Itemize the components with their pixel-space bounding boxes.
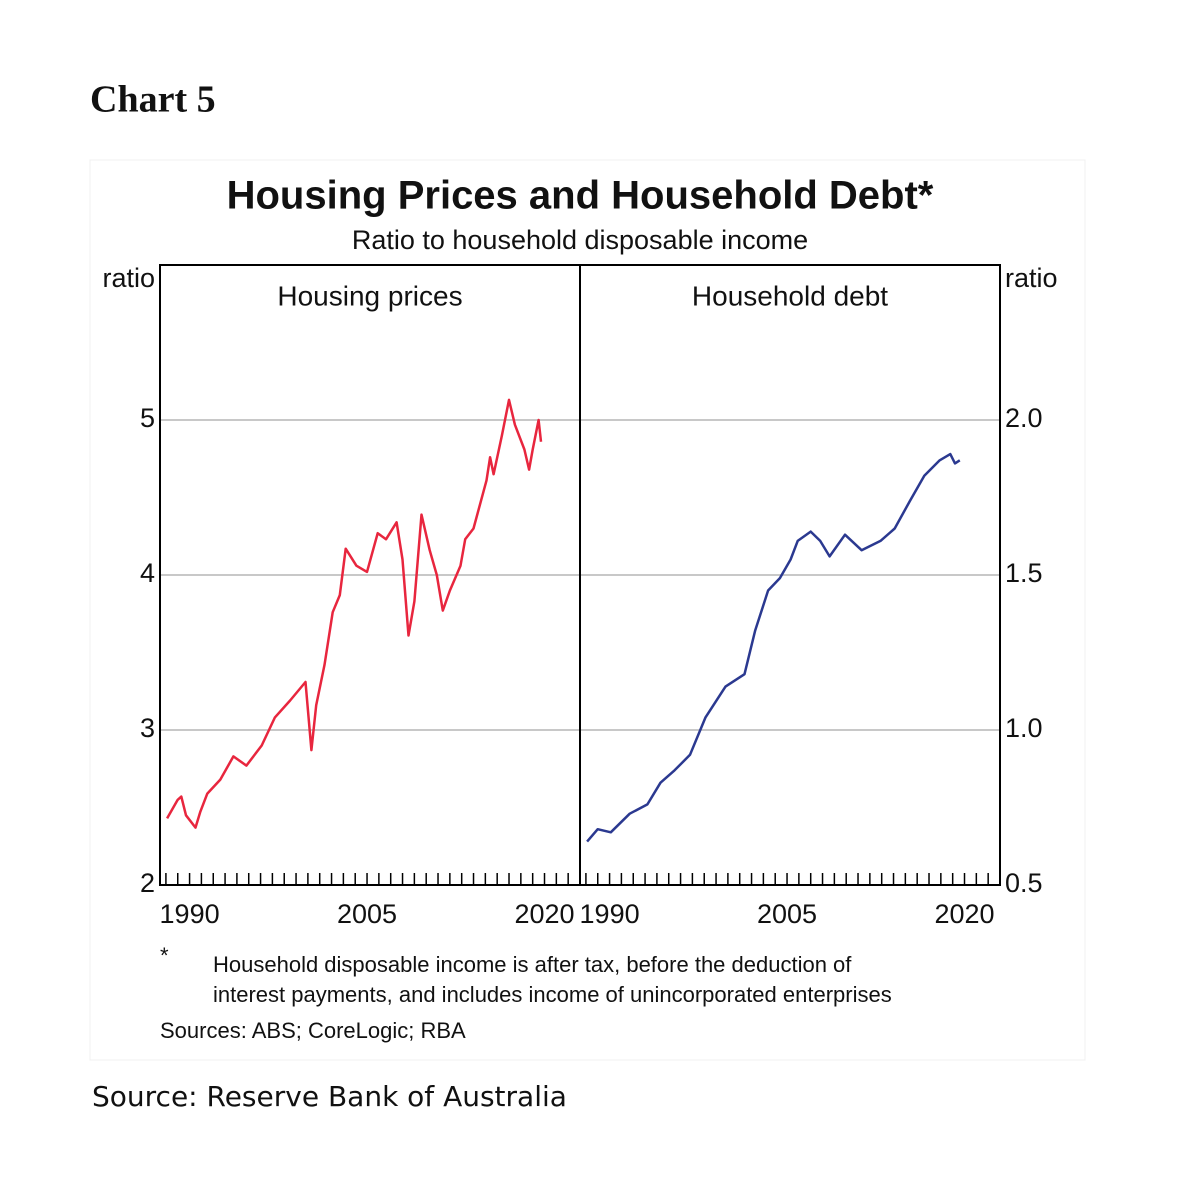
- y-tick-label: 1.0: [1005, 713, 1043, 743]
- x-tick-label: 2020: [514, 899, 574, 929]
- y-tick-label: 4: [140, 558, 155, 588]
- y-tick-label: 2.0: [1005, 403, 1043, 433]
- sources: Sources: ABS; CoreLogic; RBA: [160, 1018, 466, 1043]
- caption: Source: Reserve Bank of Australia: [92, 1080, 567, 1113]
- y-tick-label: 1.5: [1005, 558, 1043, 588]
- header: Chart 5: [90, 79, 216, 121]
- title: Housing Prices and Household Debt*: [227, 174, 934, 218]
- y-tick-label: 3: [140, 713, 155, 743]
- y-axis-label: ratio: [102, 263, 155, 293]
- footnote: Household disposable income is after tax…: [213, 952, 852, 977]
- panel-title: Housing prices: [277, 280, 462, 311]
- x-tick-label: 1990: [160, 899, 220, 929]
- y-tick-label: 2: [140, 868, 155, 898]
- y-tick-label: 5: [140, 403, 155, 433]
- x-tick-label: 2005: [337, 899, 397, 929]
- data-line: [166, 398, 543, 829]
- footnote-marker: *: [160, 943, 169, 968]
- y-tick-label: 0.5: [1005, 868, 1043, 898]
- footnote: interest payments, and includes income o…: [213, 982, 892, 1007]
- data-line: [586, 452, 961, 843]
- subtitle: Ratio to household disposable income: [352, 225, 808, 255]
- panel-title: Household debt: [692, 280, 888, 311]
- card: [89, 159, 1086, 1061]
- x-tick-label: 2005: [757, 899, 817, 929]
- x-tick-label: 1990: [580, 899, 640, 929]
- x-tick-label: 2020: [934, 899, 994, 929]
- y-axis-label: ratio: [1005, 263, 1058, 293]
